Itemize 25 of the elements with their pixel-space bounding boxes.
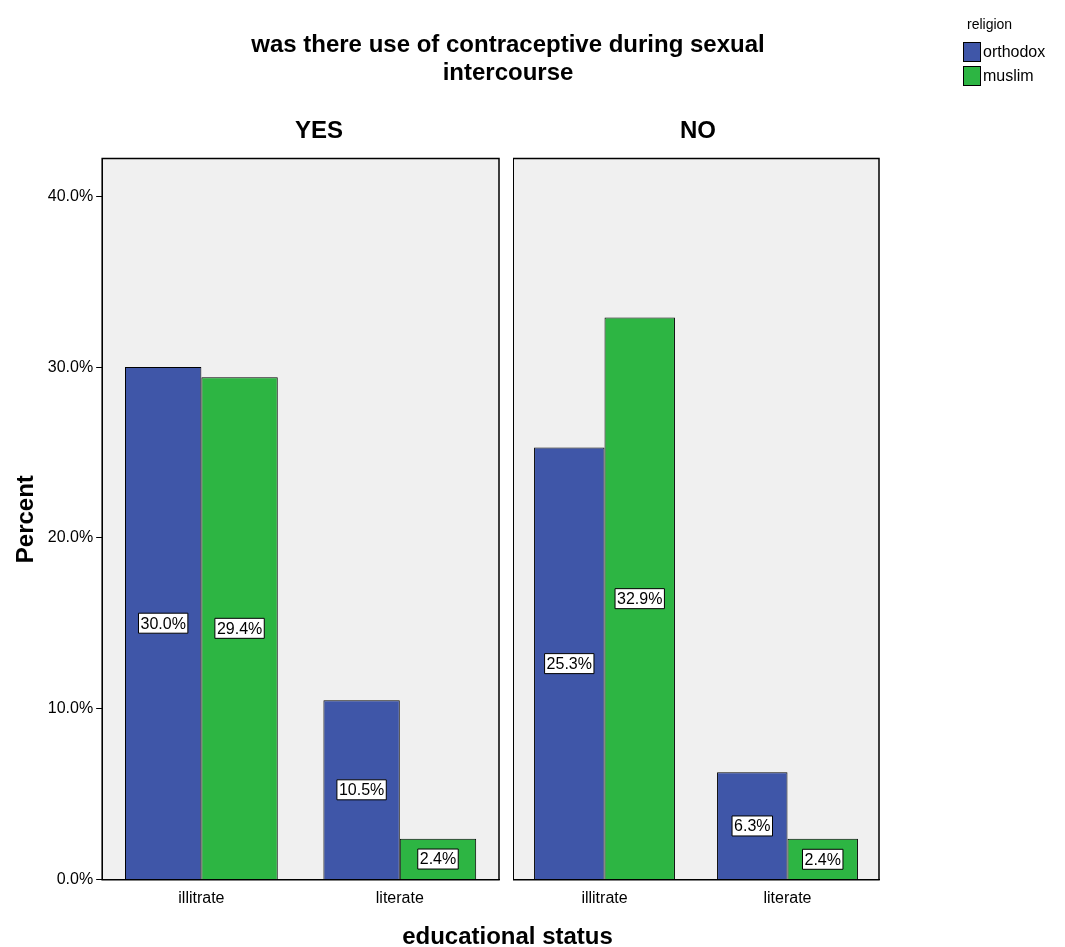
data-label: 30.0% bbox=[140, 614, 186, 632]
data-label: 32.9% bbox=[617, 590, 663, 608]
y-tick-label: 30.0% bbox=[47, 357, 94, 375]
y-axis-title: Percent bbox=[11, 475, 39, 564]
legend-label: orthodox bbox=[983, 43, 1046, 61]
x-tick-label: illitrate bbox=[581, 888, 628, 906]
data-label: 29.4% bbox=[216, 619, 263, 637]
y-tick-label: 10.0% bbox=[47, 699, 94, 717]
legend-title: religion bbox=[967, 16, 1014, 32]
data-label: 2.4% bbox=[419, 850, 457, 868]
y-tick-label: 40.0% bbox=[47, 186, 94, 204]
legend-label: muslim bbox=[983, 67, 1034, 85]
y-tick-label: 0.0% bbox=[56, 870, 94, 888]
x-axis-title: educational status bbox=[401, 922, 614, 947]
chart-subtitle: YES bbox=[294, 116, 344, 145]
chart-title: was there use of contraceptive during sexual intercourse bbox=[250, 30, 766, 86]
y-tick-label: 20.0% bbox=[47, 528, 94, 546]
x-tick-label: literate bbox=[763, 888, 812, 906]
chart-subtitle: NO bbox=[679, 116, 717, 145]
data-label: 6.3% bbox=[734, 817, 771, 835]
x-tick-label: illitrate bbox=[178, 888, 225, 906]
data-label: 25.3% bbox=[546, 655, 592, 673]
data-label: 10.5% bbox=[338, 781, 385, 799]
x-tick-label: literate bbox=[375, 888, 424, 906]
data-label: 2.4% bbox=[804, 850, 841, 868]
